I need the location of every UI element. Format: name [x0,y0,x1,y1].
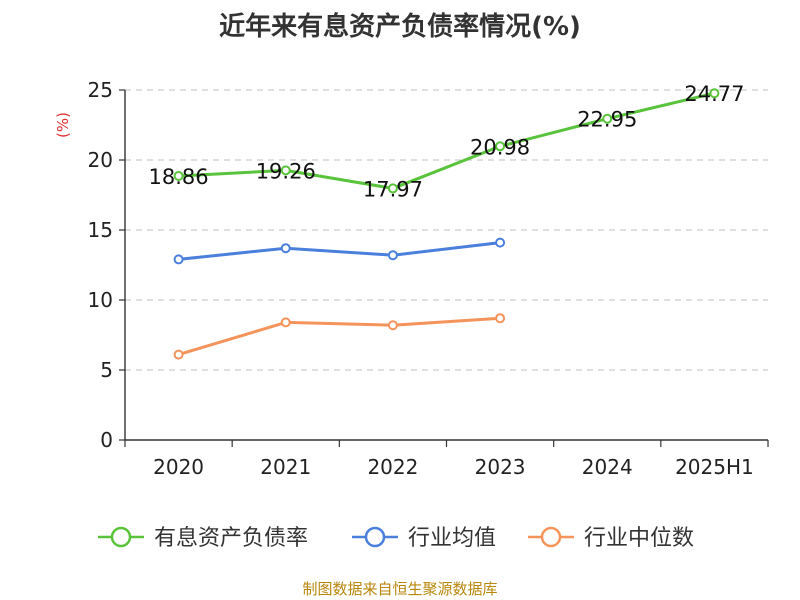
data-label: 22.95 [577,108,637,132]
data-labels: 18.86 19.26 17.97 20.98 22.95 24.77 [149,82,745,201]
data-point [495,141,506,152]
x-tick-label: 2024 [582,455,633,479]
data-point [280,165,291,176]
series-line [178,91,715,190]
data-point [173,170,184,181]
source-footer: 制图数据来自恒生聚源数据库 [302,580,498,598]
axes: 0 5 10 15 20 25 2020 2021 2022 2023 2024 2025H1 [88,78,769,479]
legend-label: 有息资产负债率 [154,526,308,551]
x-tick-label: 2022 [367,455,418,479]
data-point [495,313,506,324]
legend-marker [110,526,132,548]
y-tick-label: 15 [88,218,113,242]
legend-label: 行业均值 [408,526,496,551]
legend-marker [540,526,562,548]
y-axis-unit: (%) [54,112,72,138]
x-tick-label: 2023 [475,455,526,479]
data-point [602,113,613,124]
legend-label: 行业中位数 [584,526,694,551]
series-line [178,316,501,357]
legend-marker [364,526,386,548]
y-tick-label: 0 [100,428,113,452]
data-label: 18.86 [149,165,209,189]
data-point [280,317,291,328]
data-point [709,88,720,99]
x-tick-label: 2025H1 [675,455,754,479]
chart-title: 近年来有息资产负债率情况(%) [219,12,581,42]
x-tick-label: 2020 [153,455,204,479]
data-point [387,183,398,194]
legend: 有息资产负债率 行业均值 行业中位数 [98,526,694,551]
grid-lines [125,89,768,371]
y-tick-label: 10 [88,288,113,312]
data-label: 17.97 [363,177,423,201]
data-point [387,320,398,331]
series-line [178,241,501,261]
data-point [387,250,398,261]
y-tick-label: 20 [88,148,113,172]
y-tick-label: 25 [88,78,113,102]
series-group [173,88,720,360]
data-label: 24.77 [684,82,744,106]
data-point [173,349,184,360]
y-tick-label: 5 [100,358,113,382]
data-label: 20.98 [470,135,530,159]
data-point [173,254,184,265]
x-tick-label: 2021 [260,455,311,479]
data-label: 19.26 [256,159,316,183]
data-point [495,237,506,248]
data-point [280,243,291,254]
